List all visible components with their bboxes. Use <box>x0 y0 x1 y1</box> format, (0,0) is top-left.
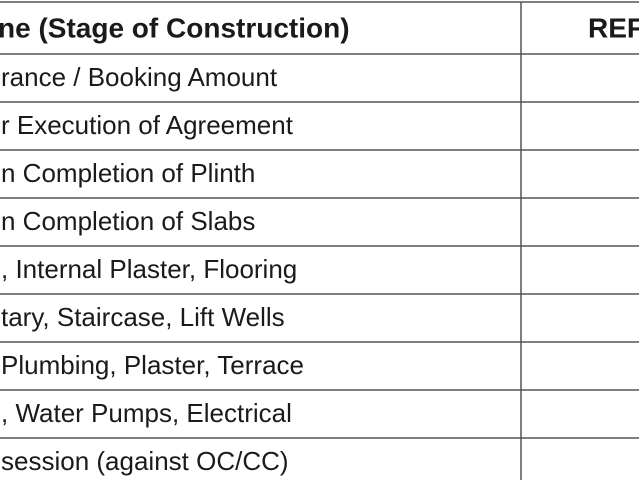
header-cell: ne (Stage of Construction) <box>0 12 350 43</box>
row-cell: n Completion of Slabs <box>1 206 255 236</box>
row-cell: tary, Staircase, Lift Wells <box>1 302 285 332</box>
row-cell: Plumbing, Plaster, Terrace <box>1 350 304 380</box>
header-cell: REF <box>588 12 639 43</box>
row-cell: n Completion of Plinth <box>1 158 255 188</box>
row-cell: session (against OC/CC) <box>1 446 289 476</box>
row-cell: r Execution of Agreement <box>1 110 294 140</box>
row-cell: rance / Booking Amount <box>1 62 278 92</box>
row-cell: , Internal Plaster, Flooring <box>1 254 297 284</box>
row-cell: , Water Pumps, Electrical <box>1 398 292 428</box>
